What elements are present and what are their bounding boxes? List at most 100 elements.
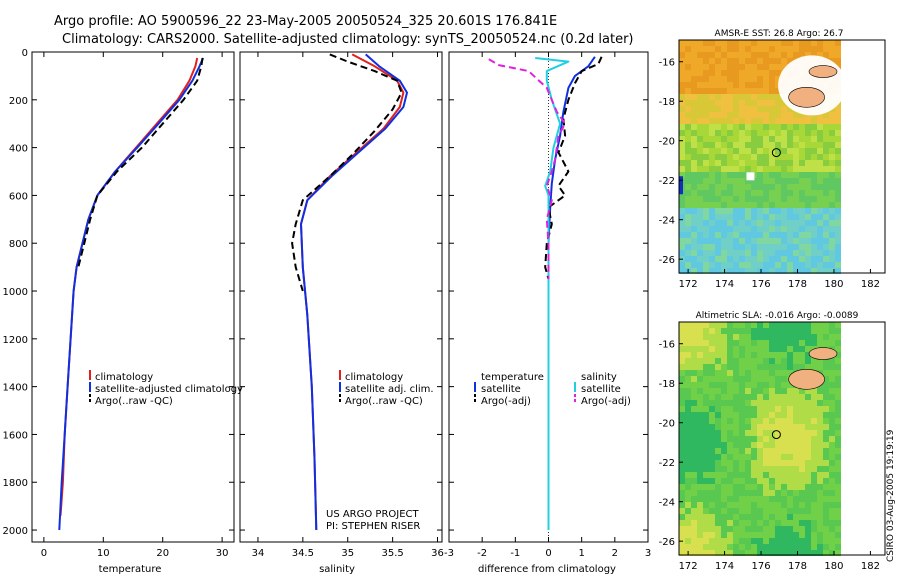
sla-map-cell bbox=[751, 328, 757, 334]
sst-map-cell bbox=[739, 136, 745, 142]
sla-map-cell bbox=[835, 328, 841, 334]
sst-map-cell bbox=[745, 190, 751, 196]
sla-map-cell bbox=[835, 436, 841, 442]
sla-map-cells bbox=[679, 322, 841, 556]
sla-map-cell bbox=[769, 502, 775, 508]
sst-map-cell bbox=[835, 202, 841, 208]
sst-map-cell bbox=[751, 136, 757, 142]
sla-map-cell bbox=[721, 460, 727, 466]
sst-map-cell bbox=[715, 148, 721, 154]
sla-map-cell bbox=[727, 406, 733, 412]
sst-map-cell bbox=[739, 178, 745, 184]
sla-map-cell bbox=[835, 418, 841, 424]
sla-map-cell bbox=[691, 544, 697, 550]
sst-map-cell bbox=[811, 202, 817, 208]
sst-map-cell bbox=[781, 46, 787, 52]
sst-map-cell bbox=[709, 142, 715, 148]
sla-map-cell bbox=[757, 460, 763, 466]
sst-map-cell bbox=[727, 256, 733, 262]
sst-map-cell bbox=[733, 202, 739, 208]
sla-map-cell bbox=[703, 550, 709, 556]
sla-map-cell bbox=[823, 376, 829, 382]
sla-map-cell bbox=[763, 466, 769, 472]
sst-map-cell bbox=[823, 220, 829, 226]
sla-map-cell bbox=[793, 424, 799, 430]
sla-map-cell bbox=[805, 388, 811, 394]
sst-map-cell bbox=[697, 214, 703, 220]
sla-map-cell bbox=[781, 346, 787, 352]
salinity-xtick-label: 35 bbox=[341, 548, 354, 559]
sla-map-cell bbox=[739, 352, 745, 358]
sla-map-cell bbox=[751, 508, 757, 514]
sla-map-cell bbox=[727, 388, 733, 394]
sst-map-cell bbox=[715, 118, 721, 124]
sla-map-cell bbox=[823, 436, 829, 442]
sla-map-cell bbox=[835, 424, 841, 430]
sla-map-cell bbox=[823, 490, 829, 496]
sla-map-cell bbox=[787, 412, 793, 418]
sst-map-cell bbox=[817, 196, 823, 202]
difference-xtick-label: 3 bbox=[645, 548, 651, 559]
sla-map-cell bbox=[733, 496, 739, 502]
sla-map-cell bbox=[787, 352, 793, 358]
sst-map-cell bbox=[769, 202, 775, 208]
sla-map-cell bbox=[769, 478, 775, 484]
sla-map-cell bbox=[769, 394, 775, 400]
sla-map-cell bbox=[727, 502, 733, 508]
sla-map-cell bbox=[763, 532, 769, 538]
sst-map-cell bbox=[709, 244, 715, 250]
sla-map-cell bbox=[793, 496, 799, 502]
sst-map-ytick-label: -22 bbox=[659, 176, 675, 187]
sla-map-cell bbox=[709, 346, 715, 352]
sst-map-cell bbox=[715, 160, 721, 166]
sla-map-cell bbox=[781, 400, 787, 406]
sla-map-cell bbox=[733, 328, 739, 334]
sla-map-cell bbox=[769, 430, 775, 436]
sla-map-cell bbox=[757, 490, 763, 496]
sst-map-cell bbox=[835, 40, 841, 46]
sst-map-cell bbox=[799, 172, 805, 178]
sst-map-cell bbox=[835, 178, 841, 184]
sst-map-cell bbox=[769, 190, 775, 196]
sst-map-cell bbox=[835, 58, 841, 64]
sla-map-cell bbox=[685, 478, 691, 484]
sst-map-cell bbox=[685, 232, 691, 238]
sla-map-cell bbox=[733, 478, 739, 484]
sla-map-cell bbox=[817, 406, 823, 412]
sla-map-cell bbox=[775, 454, 781, 460]
sla-map-cell bbox=[835, 496, 841, 502]
sla-map-cell bbox=[721, 526, 727, 532]
sst-map-cell bbox=[739, 124, 745, 130]
sst-map-cell bbox=[715, 256, 721, 262]
sla-map-cell bbox=[715, 370, 721, 376]
sla-map-cell bbox=[817, 400, 823, 406]
sla-map-cell bbox=[727, 442, 733, 448]
sla-map-cell bbox=[679, 418, 685, 424]
sla-map-cell bbox=[781, 334, 787, 340]
sst-map-cell bbox=[709, 178, 715, 184]
sla-map-cell bbox=[751, 358, 757, 364]
sla-map-xtick-label: 180 bbox=[824, 561, 843, 572]
difference-xtick-label: 2 bbox=[612, 548, 618, 559]
sla-map-frame bbox=[678, 321, 886, 556]
sst-map-cell bbox=[829, 190, 835, 196]
sst-map-cell bbox=[763, 76, 769, 82]
sla-map-cell bbox=[775, 532, 781, 538]
sst-map-cell bbox=[775, 250, 781, 256]
sla-map-cell bbox=[757, 382, 763, 388]
sst-map-cell bbox=[769, 142, 775, 148]
sla-map-cell bbox=[805, 550, 811, 556]
sla-map-cell bbox=[685, 460, 691, 466]
sst-map-cell bbox=[733, 160, 739, 166]
sla-map-cell bbox=[829, 364, 835, 370]
sst-map-cell bbox=[733, 178, 739, 184]
sst-map-cell bbox=[745, 262, 751, 268]
sla-map-cell bbox=[817, 334, 823, 340]
sla-map-cell bbox=[763, 430, 769, 436]
sst-map-cell bbox=[763, 112, 769, 118]
sla-map-cell bbox=[835, 532, 841, 538]
sst-map-cell bbox=[751, 196, 757, 202]
sla-map-cell bbox=[757, 436, 763, 442]
sst-map-cell bbox=[781, 136, 787, 142]
sst-map-cell bbox=[799, 256, 805, 262]
